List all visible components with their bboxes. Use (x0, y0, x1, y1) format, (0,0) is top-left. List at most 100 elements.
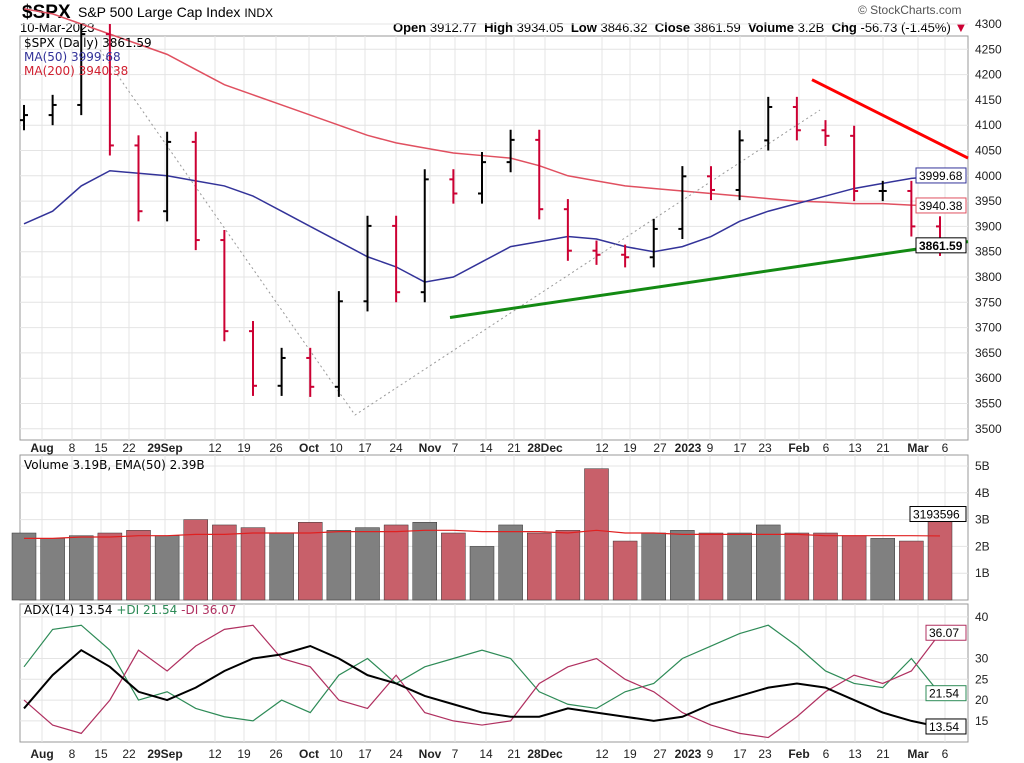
x-tick-label: 27 (653, 441, 667, 455)
x-tick-label: 27 (653, 747, 667, 761)
x-tick-label: 26 (269, 441, 283, 455)
x-tick-label: 6 (823, 441, 830, 455)
volume-bar (154, 535, 180, 601)
adx-tag-box (925, 718, 967, 735)
x-tick-label: Feb (788, 441, 809, 455)
price-tick-label: 3900 (975, 219, 1002, 233)
volume-bar (269, 532, 294, 601)
x-tick-label: 26 (269, 747, 283, 761)
ma200-legend: MA(200) 3940.38 (24, 64, 129, 78)
volume-bar (784, 532, 810, 601)
price-tick-label: 4100 (975, 118, 1002, 132)
x-tick-label: Nov (419, 441, 442, 455)
x-tick-label: 14 (479, 441, 493, 455)
panel-frame-2 (19, 603, 969, 743)
volume-bar (412, 522, 437, 601)
x-tick-label: 15 (94, 441, 108, 455)
x-tick-label: 7 (452, 747, 459, 761)
volume-bar (841, 535, 867, 601)
x-tick-label: 8 (69, 441, 76, 455)
x-tick-label: Oct (299, 441, 319, 455)
x-tick-label: 13 (848, 747, 862, 761)
x-tick-label: 19 (623, 747, 637, 761)
volume-tick-label: 4B (975, 486, 990, 500)
x-tick-label: 23 (758, 441, 772, 455)
x-tick-label: 28Dec (527, 747, 563, 761)
x-tick-label: 17 (358, 441, 372, 455)
adx-tick-label: 25 (975, 672, 989, 686)
x-tick-label: 28Dec (527, 441, 563, 455)
volume-bar (641, 532, 666, 601)
volume-ema-line (24, 529, 941, 539)
volume-bar (298, 522, 323, 601)
adx-tick-label: 40 (975, 610, 989, 624)
price-tick-label: 4050 (975, 144, 1002, 158)
volume-legend: Volume 3.19B, EMA(50) 2.39B (24, 458, 205, 472)
x-tick-label: 23 (758, 747, 772, 761)
adx-tag: 13.54 (929, 720, 959, 734)
x-tick-label: 6 (823, 747, 830, 761)
price-tick-label: 3500 (975, 422, 1002, 436)
adx-tick-label: 15 (975, 714, 989, 728)
price-tick-label: 4250 (975, 42, 1002, 56)
x-tick-label: 17 (733, 747, 747, 761)
x-tick-label: 17 (733, 441, 747, 455)
x-tick-label: Feb (788, 747, 809, 761)
security-name: S&P 500 Large Cap Index INDX (78, 4, 273, 20)
x-tick-label: 13 (848, 441, 862, 455)
volume-bar (756, 524, 781, 601)
ma50-legend: MA(50) 3999.68 (24, 50, 121, 64)
x-tick-label: 14 (479, 747, 493, 761)
price-legend: $SPX (Daily) 3861.59 (24, 36, 152, 50)
volume-bar (40, 538, 65, 601)
price-tick-label: 3550 (975, 397, 1002, 411)
volume-tick-label: 3B (975, 513, 990, 527)
x-tick-label: Mar (907, 441, 929, 455)
x-tick-label: 12 (208, 747, 222, 761)
mdi-legend: -DI 36.07 (181, 603, 237, 617)
x-tick-label: Oct (299, 747, 319, 761)
ma50-line (23, 169, 941, 283)
x-tick-label: Mar (907, 747, 929, 761)
resistance-trendline (811, 78, 969, 160)
volume-tag-box (909, 506, 967, 523)
x-tick-label: 19 (237, 441, 251, 455)
x-tick-label: 9 (707, 747, 714, 761)
dotted-trend-line (99, 49, 821, 416)
ma200-tag: 3940.38 (919, 199, 963, 213)
volume-bar (584, 468, 609, 601)
exchange: INDX (244, 6, 273, 20)
volume-bar (326, 530, 352, 601)
price-tick-label: 4000 (975, 169, 1002, 183)
x-tick-label: 22 (122, 441, 136, 455)
volume-bar (813, 532, 838, 601)
x-tick-label: 21 (507, 747, 521, 761)
price-tick-label: 3650 (975, 346, 1002, 360)
close-tag-box (915, 237, 967, 254)
price-tick-label: 3750 (975, 295, 1002, 309)
price-tick-label: 4200 (975, 68, 1002, 82)
adx-line (23, 644, 941, 728)
volume-bar (698, 532, 724, 601)
x-tick-label: 10 (329, 747, 343, 761)
volume-tick-label: 5B (975, 459, 990, 473)
mdi-line (23, 624, 941, 739)
volume-bar (355, 527, 380, 601)
x-tick-label: 7 (452, 441, 459, 455)
x-tick-label: 10 (329, 441, 343, 455)
x-tick-label: 12 (595, 747, 609, 761)
volume-bar (469, 546, 495, 601)
volume-bar (183, 519, 208, 601)
x-tick-label: 12 (595, 441, 609, 455)
volume-bar (240, 527, 266, 601)
x-tick-label: 29Sep (147, 441, 182, 455)
volume-bar (899, 540, 924, 601)
volume-bar (212, 524, 237, 601)
x-tick-label: 8 (69, 747, 76, 761)
x-tick-label: 2023 (675, 441, 702, 455)
x-tick-label: 21 (876, 441, 890, 455)
volume-tick-label: 2B (975, 539, 990, 553)
x-tick-label: 22 (122, 747, 136, 761)
volume-tick-label: 1B (975, 566, 990, 580)
x-tick-label: 21 (876, 747, 890, 761)
